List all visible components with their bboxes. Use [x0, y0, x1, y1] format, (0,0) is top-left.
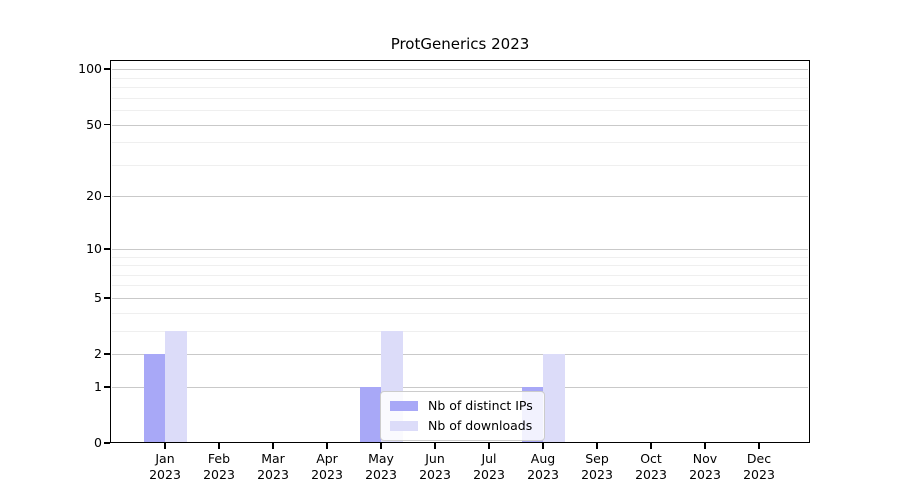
y-axis-tick-5: [104, 297, 110, 299]
x-tick-year: 2023: [527, 467, 559, 482]
gridline-minor-7: [111, 274, 809, 276]
x-axis-tick-apr: [326, 443, 328, 449]
y-axis-tick-label-100: 100: [78, 61, 102, 77]
y-axis-tick-2: [104, 353, 110, 355]
x-tick-year: 2023: [419, 467, 451, 482]
y-axis-tick-1: [104, 386, 110, 388]
x-axis-tick-dec: [758, 443, 760, 449]
gridline-minor-3: [111, 330, 809, 332]
legend-label-distinct-ips: Nb of distinct IPs: [428, 398, 533, 413]
x-axis-tick-label-may: May 2023: [353, 451, 409, 483]
gridline-major-2: [111, 354, 809, 355]
gridline-major-50: [111, 124, 809, 126]
x-axis-tick-label-feb: Feb 2023: [191, 451, 247, 483]
x-tick-year: 2023: [311, 467, 343, 482]
bar-distinct-ips-jan: [143, 354, 165, 443]
legend-label-downloads: Nb of downloads: [428, 418, 533, 433]
x-tick-year: 2023: [635, 467, 667, 482]
bar-downloads-aug: [543, 354, 565, 443]
legend-item-downloads: Nb of downloads: [390, 418, 533, 433]
gridline-minor-30: [111, 164, 809, 166]
y-axis-tick-label-10: 10: [86, 240, 102, 256]
x-axis-tick-label-jan: Jan 2023: [137, 451, 193, 483]
x-tick-month: Jul: [481, 451, 497, 466]
gridline-minor-80: [111, 87, 809, 89]
x-axis-tick-jun: [434, 443, 436, 449]
x-axis-tick-mar: [272, 443, 274, 449]
y-axis-tick-label-1: 1: [94, 378, 102, 394]
plot-frame: [110, 60, 810, 443]
gridline-major-100: [111, 69, 809, 71]
x-tick-month: Dec: [746, 451, 772, 466]
x-tick-month: Feb: [207, 451, 231, 466]
y-axis-tick-label-2: 2: [94, 346, 102, 361]
x-axis-tick-label-nov: Nov 2023: [677, 451, 733, 483]
y-axis-tick-20: [104, 195, 110, 198]
x-tick-year: 2023: [581, 467, 613, 482]
x-axis-tick-oct: [650, 443, 652, 449]
x-tick-month: Nov: [692, 451, 718, 466]
gridline-major-5: [111, 297, 809, 299]
x-axis-tick-label-aug: Aug 2023: [515, 451, 571, 483]
y-axis-tick-label-5: 5: [94, 289, 102, 305]
x-axis-tick-may: [380, 443, 382, 449]
bar-downloads-jan: [165, 330, 187, 443]
x-tick-month: May: [368, 451, 394, 466]
y-axis-tick-50: [104, 123, 110, 126]
x-axis-tick-sep: [596, 443, 598, 449]
x-axis-tick-jan: [164, 443, 166, 449]
x-axis-tick-feb: [218, 443, 220, 449]
bar-distinct-ips-may: [359, 386, 381, 443]
gridline-minor-90: [111, 77, 809, 79]
gridline-minor-6: [111, 285, 809, 287]
gridline-major-1: [111, 386, 809, 388]
x-tick-year: 2023: [689, 467, 721, 482]
legend-item-distinct-ips: Nb of distinct IPs: [390, 398, 533, 413]
gridline-minor-4: [111, 312, 809, 314]
x-axis-tick-label-dec: Dec 2023: [731, 451, 787, 483]
x-tick-month: Apr: [316, 451, 338, 466]
gridline-minor-8: [111, 265, 809, 266]
x-tick-month: Jun: [425, 451, 445, 466]
y-axis-tick-label-20: 20: [86, 188, 102, 204]
gridline-minor-70: [111, 97, 809, 99]
gridline-minor-9: [111, 256, 809, 258]
gridline-minor-60: [111, 110, 809, 111]
y-axis-tick-0: [104, 442, 110, 444]
x-axis-tick-label-jul: Jul 2023: [461, 451, 517, 483]
x-axis-tick-label-sep: Sep 2023: [569, 451, 625, 483]
legend-swatch-distinct-ips: [390, 400, 418, 411]
x-tick-month: Jan: [155, 451, 175, 466]
x-tick-month: Oct: [640, 451, 662, 466]
x-axis-tick-label-mar: Mar 2023: [245, 451, 301, 483]
x-tick-month: Sep: [585, 451, 609, 466]
y-axis-tick-100: [104, 68, 110, 70]
x-tick-month: Aug: [530, 451, 556, 466]
x-axis-tick-aug: [542, 443, 544, 449]
legend: Nb of distinct IPs Nb of downloads: [380, 391, 545, 441]
x-tick-month: Mar: [261, 451, 285, 466]
x-axis-tick-label-jun: Jun 2023: [407, 451, 463, 483]
gridline-minor-40: [111, 142, 809, 144]
x-tick-year: 2023: [203, 467, 235, 482]
x-axis-tick-label-apr: Apr 2023: [299, 451, 355, 483]
legend-swatch-downloads: [390, 420, 418, 431]
x-axis-tick-label-oct: Oct 2023: [623, 451, 679, 483]
x-tick-year: 2023: [365, 467, 397, 482]
y-axis-tick-label-50: 50: [86, 116, 102, 132]
y-axis-tick-label-0: 0: [94, 435, 102, 450]
x-tick-year: 2023: [743, 467, 775, 482]
x-tick-year: 2023: [149, 467, 181, 482]
gridline-major-20: [111, 196, 809, 198]
x-axis-tick-jul: [488, 443, 490, 449]
y-axis-tick-10: [104, 248, 110, 250]
x-tick-year: 2023: [257, 467, 289, 482]
x-axis-tick-nov: [704, 443, 706, 449]
chart-title: ProtGenerics 2023: [390, 35, 530, 53]
x-tick-year: 2023: [473, 467, 505, 482]
gridline-major-10: [111, 248, 809, 250]
